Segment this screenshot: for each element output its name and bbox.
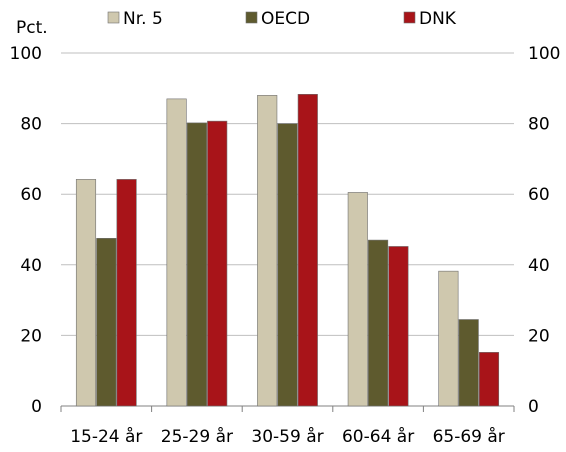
x-tick-label: 30-59 år: [251, 426, 323, 447]
y-tick-label-right: 20: [528, 326, 550, 346]
legend-label-dnk: DNK: [419, 9, 457, 29]
legend-label-nr-5: Nr. 5: [123, 9, 163, 29]
y-tick-label-left: 40: [20, 256, 42, 276]
y-tick-label-left: 100: [10, 44, 42, 64]
legend-swatch-dnk: [403, 11, 416, 24]
bar-dnk-3: [388, 246, 409, 407]
legend-label-oecd: OECD: [261, 9, 310, 29]
bar-oecd-3: [368, 239, 389, 407]
y-axis-label: Pct.: [16, 18, 48, 38]
bar-nr-5-1: [166, 98, 187, 407]
legend-swatch-oecd: [245, 11, 258, 24]
bar-oecd-0: [96, 238, 117, 407]
x-tick-label: 60-64 år: [342, 426, 414, 447]
bar-dnk-4: [478, 352, 500, 407]
bar-oecd-1: [186, 122, 207, 407]
bar-nr-5-0: [75, 179, 97, 407]
y-tick-label-left: 80: [20, 115, 42, 135]
y-tick-label-right: 100: [528, 44, 560, 64]
bar-oecd-2: [277, 123, 298, 407]
bar-dnk-2: [297, 94, 318, 407]
y-tick-label-left: 20: [20, 326, 42, 346]
bar-oecd-4: [458, 319, 479, 407]
y-tick-label-right: 60: [528, 185, 550, 205]
y-tick-label-right: 80: [528, 115, 550, 135]
legend-swatch-nr-5: [107, 11, 120, 24]
x-tick-label: 25-29 år: [161, 426, 233, 447]
y-tick-label-right: 0: [528, 397, 539, 417]
x-tick-label: 65-69 år: [433, 426, 505, 447]
bar-nr-5-2: [257, 95, 278, 407]
y-tick-label-left: 0: [31, 397, 42, 417]
bar-dnk-1: [207, 120, 228, 407]
y-tick-label-right: 40: [528, 256, 550, 276]
bar-nr-5-4: [438, 270, 459, 407]
y-tick-label-left: 60: [20, 185, 42, 205]
bar-dnk-0: [116, 179, 137, 407]
x-tick-label: 15-24 år: [70, 426, 142, 447]
bar-nr-5-3: [347, 192, 368, 407]
